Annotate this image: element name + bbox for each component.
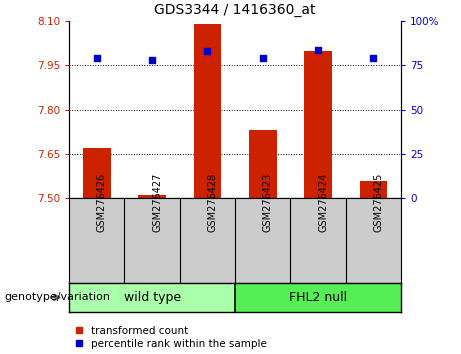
- Point: [148, 57, 156, 63]
- Text: GSM276423: GSM276423: [263, 173, 273, 232]
- Text: genotype/variation: genotype/variation: [5, 292, 111, 302]
- Point: [370, 56, 377, 61]
- Text: GSM276425: GSM276425: [373, 173, 384, 232]
- Point: [93, 56, 100, 61]
- Bar: [235, 283, 401, 312]
- Bar: [194, 24, 221, 198]
- Text: GSM276428: GSM276428: [207, 173, 218, 232]
- Bar: [138, 195, 166, 198]
- Text: FHL2 null: FHL2 null: [289, 291, 347, 304]
- Text: wild type: wild type: [124, 291, 181, 304]
- Point: [204, 48, 211, 54]
- Title: GDS3344 / 1416360_at: GDS3344 / 1416360_at: [154, 4, 316, 17]
- Text: GSM276427: GSM276427: [152, 173, 162, 232]
- Legend: transformed count, percentile rank within the sample: transformed count, percentile rank withi…: [74, 326, 267, 349]
- Bar: [249, 130, 277, 198]
- Text: GSM276426: GSM276426: [97, 173, 107, 232]
- Bar: [69, 283, 235, 312]
- Point: [259, 56, 266, 61]
- Bar: [83, 148, 111, 198]
- Bar: [360, 181, 387, 198]
- Bar: [304, 51, 332, 198]
- Text: GSM276424: GSM276424: [318, 173, 328, 232]
- Point: [314, 47, 322, 52]
